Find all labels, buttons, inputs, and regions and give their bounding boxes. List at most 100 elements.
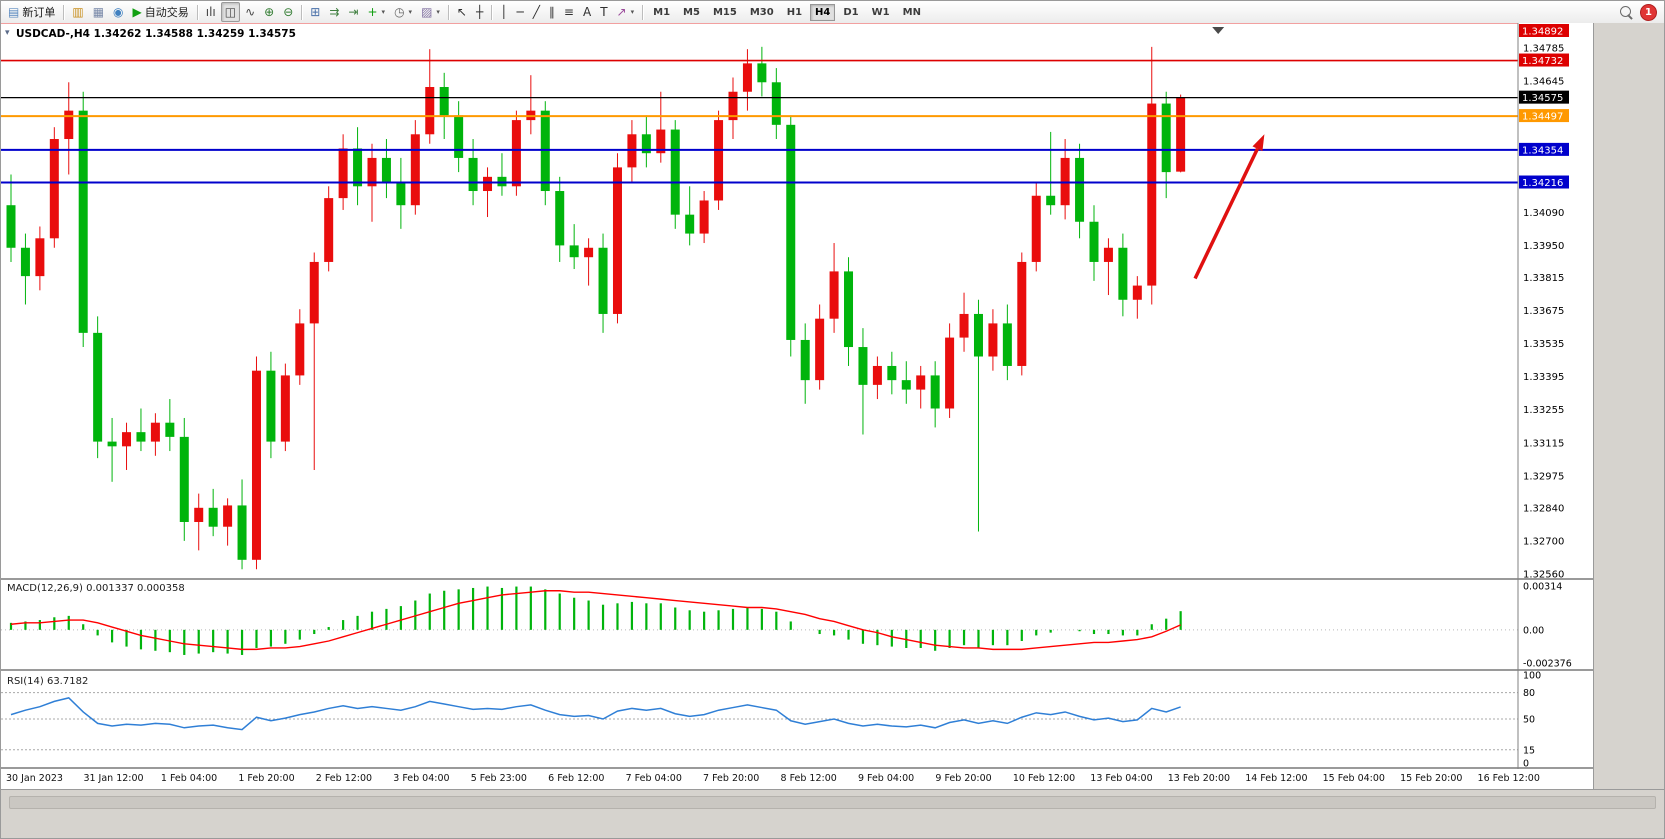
candle-bear xyxy=(208,507,218,527)
zoom-out-button[interactable]: ⊖ xyxy=(279,2,297,22)
price-axis-label: 1.33950 xyxy=(1523,241,1564,252)
candle-bear xyxy=(468,157,478,192)
timeframe-W1[interactable]: W1 xyxy=(871,6,890,18)
cursor-button[interactable]: ↖ xyxy=(453,2,471,22)
line-chart-icon: ∿ xyxy=(245,5,256,19)
trend-arrow-object[interactable] xyxy=(1193,134,1265,280)
market-watch-icon: ▥ xyxy=(72,5,84,19)
price-badge-text: 1.34497 xyxy=(1522,112,1563,123)
text-button[interactable]: A xyxy=(579,2,595,22)
vertical-line-button[interactable]: │ xyxy=(496,2,511,22)
auto-scroll-button[interactable]: ⇉ xyxy=(325,2,343,22)
horizontal-scrollbar-area[interactable] xyxy=(1,789,1664,838)
candle-bull xyxy=(280,375,290,442)
candle-bear xyxy=(598,247,608,314)
price-axis-label: 1.33115 xyxy=(1523,438,1564,449)
search-icon[interactable] xyxy=(1620,5,1631,17)
autotrading-button[interactable]: ▶ 自动交易 xyxy=(129,2,193,22)
price-badge-text: 1.34732 xyxy=(1522,56,1563,67)
zoom-in-button[interactable]: ⊕ xyxy=(260,2,278,22)
price-badge[interactable]: 1.34892 xyxy=(1519,24,1569,38)
rsi-axis-label: 15 xyxy=(1523,745,1535,756)
tile-windows-button[interactable]: ⊞ xyxy=(306,2,324,22)
candle-bear xyxy=(78,110,88,333)
candle-bull xyxy=(959,313,969,338)
candle-bear xyxy=(569,245,579,258)
price-badge[interactable]: 1.34497 xyxy=(1519,109,1569,123)
dropdown-caret-icon: ▾ xyxy=(630,8,635,16)
text-label-button[interactable]: T xyxy=(596,2,611,22)
arrows-button[interactable]: ↗ ▾ xyxy=(613,2,639,22)
chart-shift-icon: ⇥ xyxy=(348,5,359,19)
pane-divider xyxy=(1,578,1593,580)
candle-bear xyxy=(439,87,449,116)
timeframe-D1[interactable]: D1 xyxy=(843,6,859,18)
candle-bull xyxy=(815,318,825,381)
price-axis-label: 1.32975 xyxy=(1523,471,1564,482)
timeframe-M15[interactable]: M15 xyxy=(712,6,737,18)
candle-bull xyxy=(699,200,709,234)
candle-bear xyxy=(901,380,911,390)
price-badge-text: 1.34354 xyxy=(1522,145,1563,156)
data-window-button[interactable]: ▦ xyxy=(89,2,108,22)
timeframe-M1[interactable]: M1 xyxy=(653,6,671,18)
price-axis-label: 1.32840 xyxy=(1523,503,1564,514)
channel-button[interactable]: ∥ xyxy=(545,2,559,22)
crosshair-icon: ┼ xyxy=(475,5,484,19)
window-right-edge xyxy=(1594,23,1664,789)
candle-bear xyxy=(858,347,868,385)
timeframe-M30[interactable]: M30 xyxy=(749,6,774,18)
candle-bear xyxy=(800,339,810,381)
scrollbar-groove[interactable] xyxy=(9,796,1656,809)
chart-shift-button[interactable]: ⇥ xyxy=(344,2,362,22)
candle-bull xyxy=(367,157,377,187)
candle-bull xyxy=(1132,285,1142,300)
dropdown-caret-icon: ▾ xyxy=(436,8,440,16)
candle-bull xyxy=(612,167,622,314)
candle-bear xyxy=(844,271,854,348)
trendline-button[interactable]: ╱ xyxy=(529,2,544,22)
timeframe-H4[interactable]: H4 xyxy=(810,3,836,21)
candle-bull xyxy=(194,507,204,522)
market-watch-button[interactable]: ▥ xyxy=(68,2,87,22)
crosshair-button[interactable]: ┼ xyxy=(472,2,487,22)
new-order-button[interactable]: ▤ 新订单 xyxy=(4,2,59,22)
price-badge[interactable]: 1.34216 xyxy=(1519,175,1569,190)
horizontal-line-icon: ─ xyxy=(516,5,524,19)
price-badge[interactable]: 1.34732 xyxy=(1519,53,1569,68)
candle-bear xyxy=(353,148,363,187)
hlines-layer xyxy=(1,22,1518,184)
candle-bear xyxy=(786,124,796,340)
rsi-axis-label: 80 xyxy=(1523,688,1535,699)
candlestick-chart-button[interactable]: ◫ xyxy=(220,2,241,22)
rsi-axis-label: 0 xyxy=(1523,759,1529,770)
fibonacci-button[interactable]: ≡ xyxy=(560,2,578,22)
bar-chart-button[interactable]: ılı xyxy=(202,2,220,22)
navigator-button[interactable]: ◉ xyxy=(109,2,127,22)
price-badge-text: 1.34216 xyxy=(1522,178,1563,189)
time-axis-label: 8 Feb 12:00 xyxy=(781,773,837,784)
candle-bear xyxy=(93,332,103,442)
one-click-trading-icon[interactable]: ▾ xyxy=(5,28,10,38)
toolbar-separator xyxy=(447,4,449,20)
candle-bear xyxy=(266,370,276,442)
rsi-axis-label: 100 xyxy=(1523,671,1541,682)
periods-button[interactable]: ◷ ▾ xyxy=(390,2,416,22)
indicators-button[interactable]: + ▾ xyxy=(363,2,389,22)
line-chart-button[interactable]: ∿ xyxy=(241,2,259,22)
candle-bear xyxy=(1046,195,1056,206)
timeframe-H1[interactable]: H1 xyxy=(786,6,803,18)
time-axis-label: 14 Feb 12:00 xyxy=(1245,773,1307,784)
timeframe-MN[interactable]: MN xyxy=(902,6,921,18)
horizontal-line-button[interactable]: ─ xyxy=(512,2,527,22)
templates-button[interactable]: ▨ ▾ xyxy=(417,2,444,22)
navigator-icon: ◉ xyxy=(113,5,124,19)
price-badge[interactable]: 1.34575 xyxy=(1519,90,1569,105)
timeframe-M5[interactable]: M5 xyxy=(683,6,700,18)
time-axis-label: 31 Jan 12:00 xyxy=(83,773,143,784)
notifications-badge[interactable]: 1 xyxy=(1640,3,1657,21)
chart-canvas[interactable]: 1.34785 1.34645 1.34090 1.33950 1.33815 1.336… xyxy=(1,22,1593,789)
candle-bull xyxy=(1031,195,1041,262)
price-badge[interactable]: 1.34354 xyxy=(1519,142,1569,157)
price-axis-label: 1.33395 xyxy=(1523,372,1564,383)
